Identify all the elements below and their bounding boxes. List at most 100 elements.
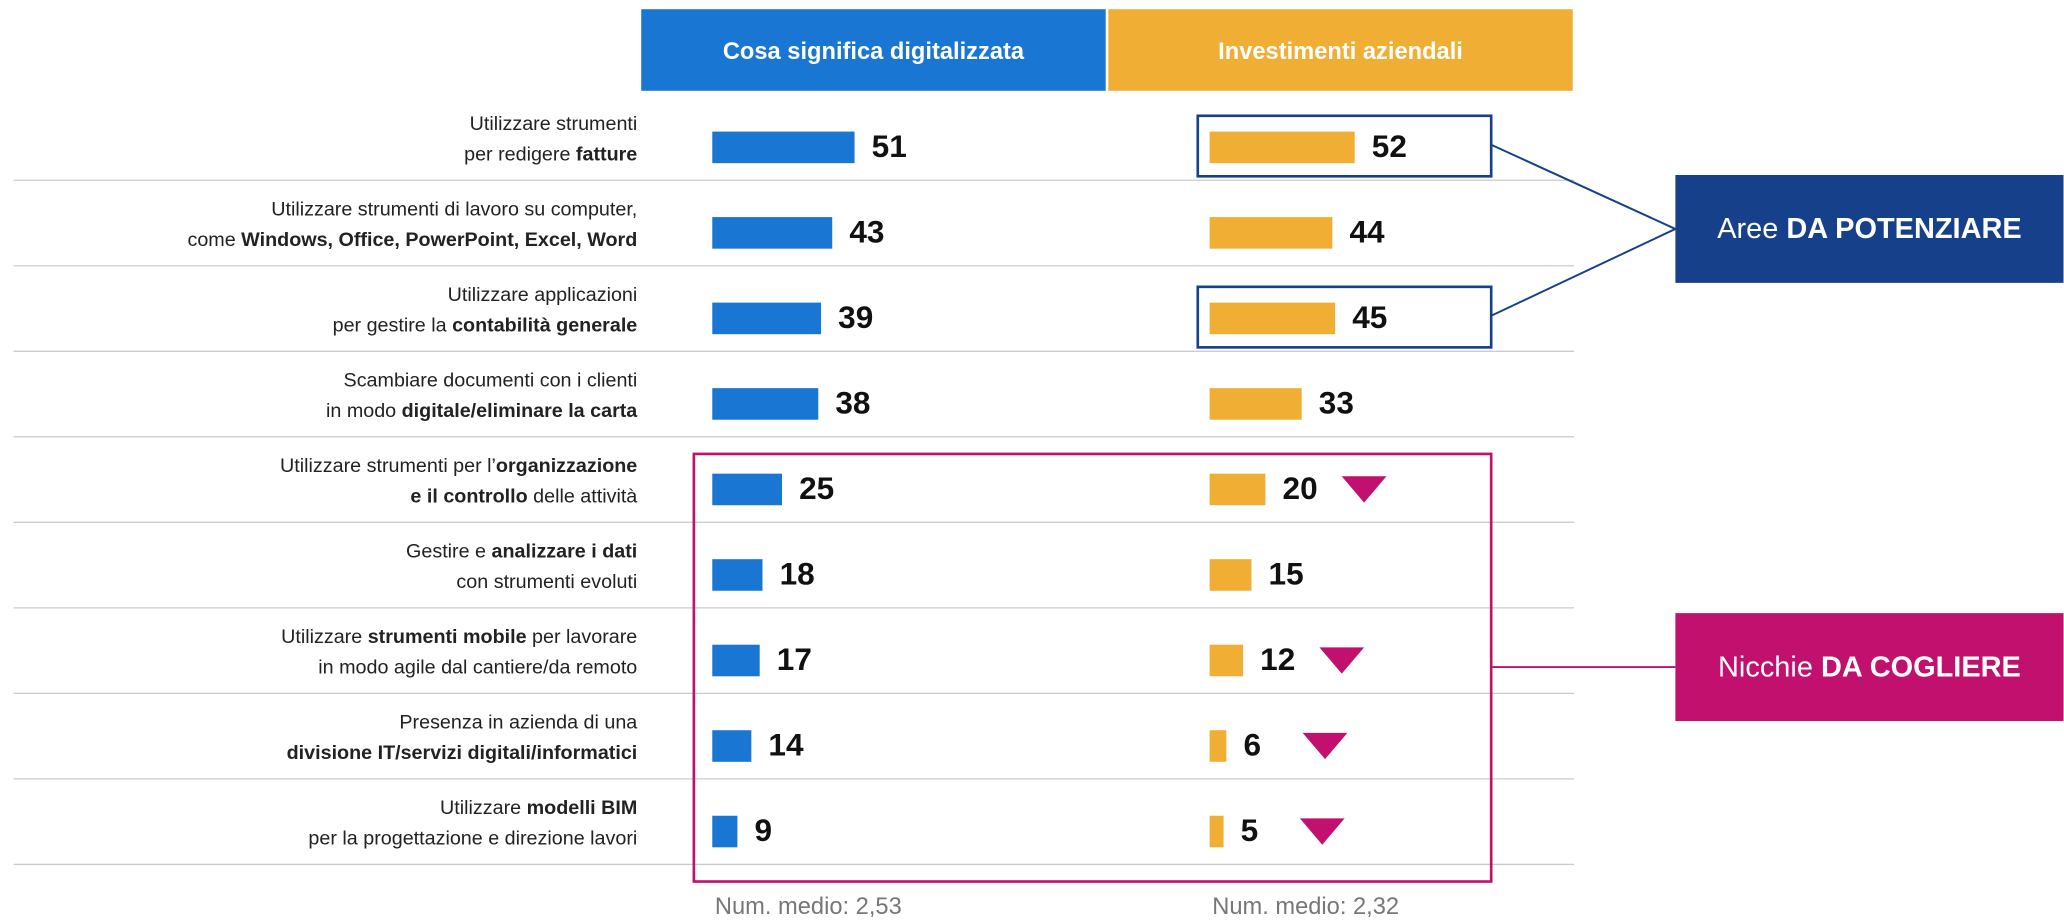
bar — [1209, 559, 1252, 591]
text-segment: Presenza in azienda di una — [399, 712, 637, 734]
text-segment: DA COGLIERE — [1821, 651, 2021, 683]
text-segment: Utilizzare strumenti — [470, 113, 638, 135]
connector — [1490, 228, 1676, 317]
category-label: divisione IT/servizi digitali/informatic… — [287, 742, 638, 764]
category-label: Utilizzare strumenti di lavoro su comput… — [271, 199, 637, 221]
value-label: 5 — [1241, 812, 1259, 848]
bar — [1209, 388, 1302, 420]
value-label: 45 — [1352, 299, 1387, 335]
text-segment: Scambiare documenti con i clienti — [344, 370, 638, 392]
bar — [1209, 131, 1355, 164]
text-segment: Gestire e — [406, 541, 491, 563]
text-segment: in modo — [326, 400, 402, 422]
bar — [712, 644, 760, 677]
text-segment: Utilizzare applicazioni — [448, 284, 638, 306]
text-segment: con strumenti evoluti — [456, 571, 637, 593]
bar — [1209, 730, 1227, 762]
category-label: Utilizzare modelli BIM — [440, 797, 637, 819]
value-label: 25 — [799, 470, 834, 506]
category-label: con strumenti evoluti — [456, 571, 637, 593]
bar — [712, 815, 738, 848]
decline-marker — [1302, 732, 1348, 760]
text-segment: fatture — [576, 143, 637, 165]
text-segment: per la progettazione e direzione lavori — [308, 828, 637, 850]
highlight-box — [1196, 114, 1493, 178]
text-segment: e il controllo — [410, 486, 527, 508]
value-label: 39 — [838, 299, 873, 335]
value-label: 6 — [1243, 727, 1261, 763]
average-note: Num. medio: 2,53 — [715, 894, 902, 920]
category-label: Utilizzare strumenti — [470, 113, 638, 135]
text-segment: Utilizzare strumenti di lavoro su comput… — [271, 199, 637, 221]
text-segment: Utilizzare — [440, 797, 527, 819]
text-segment: modelli BIM — [527, 797, 638, 819]
text-segment: analizzare i dati — [492, 541, 638, 563]
text-segment: Windows, Office, PowerPoint, Excel, Word — [241, 229, 637, 251]
value-label: 33 — [1319, 385, 1354, 421]
bar — [1209, 302, 1336, 335]
text-segment: DA POTENZIARE — [1786, 213, 2021, 245]
bar — [1209, 473, 1266, 506]
text-segment: delle attività — [528, 486, 638, 508]
highlight-box — [1196, 285, 1493, 349]
value-label: 43 — [849, 214, 884, 250]
text-segment: per redigere — [464, 143, 576, 165]
average-note: Num. medio: 2,32 — [1212, 894, 1399, 920]
value-label: 17 — [777, 641, 812, 677]
category-label: come Windows, Office, PowerPoint, Excel,… — [187, 229, 637, 251]
category-label: Utilizzare strumenti mobile per lavorare — [281, 626, 637, 648]
value-label: 15 — [1269, 556, 1304, 592]
bar — [1209, 217, 1333, 249]
text-segment: organizzazione — [496, 455, 637, 477]
category-label: per gestire la contabilità generale — [333, 315, 638, 337]
bar — [712, 302, 822, 335]
annotation-label: Nicchie DA COGLIERE — [1718, 651, 2021, 683]
category-label: Gestire e analizzare i dati — [406, 541, 637, 563]
bar — [712, 473, 783, 506]
column-header — [1108, 9, 1573, 91]
annotation-box — [1675, 613, 2064, 722]
annotation-box — [1675, 174, 2064, 283]
value-label: 51 — [872, 128, 907, 164]
column-header-label: Cosa significa digitalizzata — [723, 39, 1025, 65]
bar — [1209, 815, 1224, 848]
text-segment: divisione IT/servizi digitali/informatic… — [287, 742, 638, 764]
text-segment: in modo agile dal cantiere/da remoto — [318, 657, 637, 679]
value-label: 20 — [1283, 470, 1318, 506]
category-label: Presenza in azienda di una — [399, 712, 637, 734]
decline-marker — [1299, 818, 1345, 845]
value-label: 52 — [1372, 128, 1407, 164]
connector — [1490, 143, 1676, 230]
text-segment: Nicchie — [1718, 651, 1821, 683]
column-header — [641, 9, 1106, 91]
value-label: 12 — [1260, 641, 1295, 677]
text-segment: per lavorare — [527, 626, 638, 648]
decline-marker — [1319, 647, 1365, 674]
decline-marker — [1341, 476, 1387, 503]
value-label: 44 — [1349, 214, 1385, 250]
annotation-label: Aree DA POTENZIARE — [1717, 213, 2021, 245]
column-header-label: Investimenti aziendali — [1218, 39, 1463, 65]
bar — [712, 131, 855, 164]
category-label: in modo agile dal cantiere/da remoto — [318, 657, 637, 679]
text-segment: per gestire la — [333, 315, 452, 337]
text-segment: Aree — [1717, 213, 1786, 245]
category-label: Utilizzare strumenti per l’organizzazion… — [280, 455, 637, 477]
highlight-box — [692, 452, 1493, 883]
bar — [712, 217, 833, 249]
category-label: Scambiare documenti con i clienti — [344, 370, 638, 392]
text-segment: Utilizzare — [281, 626, 368, 648]
bar — [712, 559, 763, 591]
category-label: in modo digitale/eliminare la carta — [326, 400, 638, 422]
bar — [1209, 644, 1244, 677]
category-label: per redigere fatture — [464, 143, 637, 165]
text-segment: contabilità generale — [452, 315, 637, 337]
bar — [712, 388, 819, 420]
category-label: e il controllo delle attività — [410, 486, 637, 508]
category-label: per la progettazione e direzione lavori — [308, 828, 637, 850]
text-segment: digitale/eliminare la carta — [402, 400, 639, 422]
value-label: 38 — [835, 385, 870, 421]
value-label: 14 — [768, 727, 804, 763]
text-segment: Utilizzare strumenti per l’ — [280, 455, 496, 477]
